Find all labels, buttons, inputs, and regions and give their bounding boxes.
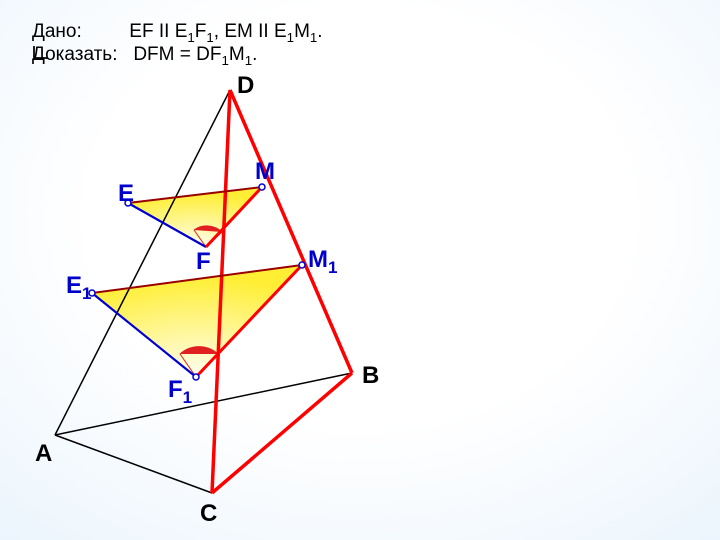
pt-m1: [299, 262, 305, 268]
label-f1: F1: [168, 376, 192, 408]
label-d: D: [237, 72, 254, 100]
label-e1: E1: [66, 272, 91, 304]
triangle-e1m1f1: [92, 265, 302, 377]
label-e: E: [118, 180, 134, 208]
label-f: F: [196, 248, 211, 276]
label-m: M: [255, 158, 275, 186]
pt-f1: [193, 374, 199, 380]
label-b: B: [362, 362, 379, 390]
edge-db: [230, 90, 352, 373]
label-m1: M1: [308, 246, 337, 278]
edge-ab: [55, 373, 352, 435]
diagram-svg: [0, 0, 720, 540]
edge-ac: [55, 435, 212, 493]
label-a: A: [35, 440, 52, 468]
label-c: C: [200, 500, 217, 528]
edge-cb: [212, 373, 352, 493]
